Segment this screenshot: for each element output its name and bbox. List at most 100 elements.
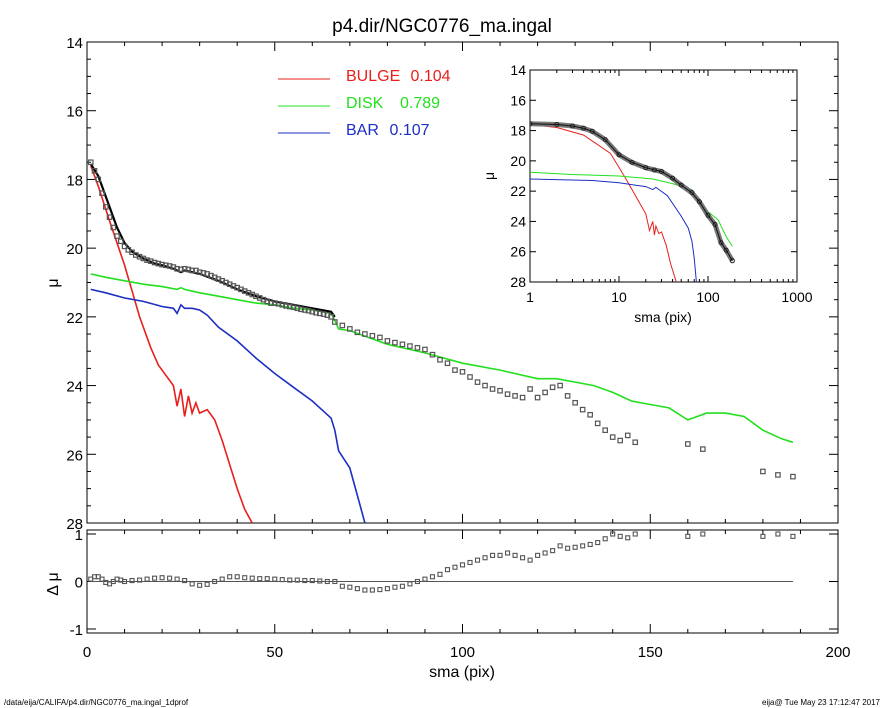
residual-point: [632, 531, 638, 537]
inset-y-tick-label: 24: [510, 213, 526, 229]
residual-point: [129, 577, 135, 584]
residual-point: [197, 582, 203, 588]
residual-y-tick-label: -1: [70, 622, 83, 639]
inset-data-point: [629, 159, 635, 165]
data-point: [148, 258, 154, 264]
data-point: [392, 339, 398, 346]
inset-data-point: [723, 247, 729, 253]
residual-point: [482, 555, 488, 561]
residual-point: [242, 575, 248, 581]
data-point: [99, 190, 105, 196]
data-point: [474, 379, 481, 385]
inset-x-tick-label: 1: [526, 289, 534, 305]
data-point: [700, 446, 706, 452]
inset-data-point: [678, 182, 684, 188]
residual-point: [257, 576, 263, 582]
residual-point: [444, 567, 451, 573]
data-point: [377, 334, 383, 341]
data-point: [632, 439, 639, 446]
series-line-disk: [90, 273, 794, 444]
series-line-model: [89, 163, 336, 318]
inset-data-point: [643, 165, 649, 171]
residual-point: [437, 571, 443, 577]
data-point: [594, 420, 601, 427]
data-point: [332, 319, 338, 325]
residual-point: [550, 548, 556, 554]
residual-point: [512, 552, 518, 558]
residual-point: [429, 574, 436, 580]
data-point: [444, 360, 451, 367]
data-point: [294, 305, 301, 312]
residual-point: [152, 575, 158, 581]
residual-point: [610, 531, 616, 537]
data-point: [102, 204, 109, 210]
residual-point: [272, 576, 278, 582]
inset-y-tick-label: 18: [510, 123, 526, 139]
residual-point: [497, 552, 503, 558]
data-point: [347, 326, 353, 332]
legend-value-bar: 0.107: [390, 122, 430, 139]
data-point: [549, 384, 556, 391]
legend-label-bar: BAR: [346, 122, 379, 139]
footer-file-path: /data/eija/CALIFA/p4.dir/NGC0776_ma.inga…: [4, 698, 189, 707]
residual-point: [347, 584, 353, 590]
residual-point: [775, 531, 781, 537]
data-point: [271, 300, 278, 306]
data-point: [117, 238, 124, 245]
residual-point: [354, 586, 360, 592]
x-tick-label: 200: [825, 644, 850, 661]
residual-point: [422, 576, 428, 582]
data-point: [354, 329, 361, 336]
data-point: [414, 344, 421, 351]
data-point: [609, 434, 616, 440]
data-point: [399, 341, 406, 348]
data-point: [268, 300, 274, 306]
data-point: [290, 304, 297, 311]
data-point: [121, 243, 128, 250]
inset-data-point: [712, 221, 718, 227]
inset-series-line-bulge: [530, 124, 677, 282]
main-axes: 14 16 18 20 22 24 26 28: [66, 35, 839, 533]
data-point: [602, 427, 608, 434]
inset-y-tick-label: 28: [510, 274, 526, 290]
residual-point: [595, 539, 601, 546]
data-point: [200, 270, 207, 276]
x-axis-label: sma (pix): [429, 664, 495, 681]
inset-data-point: [589, 128, 595, 134]
residual-point: [159, 575, 165, 581]
residual-point: [174, 576, 180, 582]
residual-point: [505, 550, 511, 556]
residual-point: [144, 576, 150, 582]
residual-point: [339, 583, 345, 589]
data-point: [275, 301, 282, 307]
residual-point: [279, 577, 285, 583]
residual-point: [384, 586, 390, 592]
inset-plot-frame: [529, 69, 798, 283]
residual-point: [474, 557, 481, 563]
residual-y-axis-label: Δ μ: [45, 572, 62, 595]
data-point: [313, 309, 319, 316]
data-point: [422, 346, 428, 353]
inset-y-tick-label: 20: [510, 153, 526, 169]
data-point: [407, 343, 413, 349]
residual-point: [99, 576, 105, 582]
inset-y-axis-label: μ: [481, 172, 497, 180]
data-point: [178, 266, 184, 273]
residual-point: [617, 533, 623, 539]
residual-point: [264, 576, 270, 582]
data-point: [163, 262, 169, 269]
inset-model-line: [530, 123, 733, 262]
residual-point: [227, 574, 233, 580]
residual-point: [332, 578, 338, 585]
data-point: [542, 389, 548, 396]
residual-point: [587, 541, 593, 548]
residual-point: [489, 552, 496, 558]
data-point: [437, 357, 443, 363]
residual-point: [294, 577, 300, 583]
inset-series-group: [530, 121, 735, 282]
residual-y-tick-label: 0: [75, 575, 83, 592]
inset-y-tick-label: 14: [510, 62, 526, 78]
residual-point: [204, 581, 210, 587]
data-point: [467, 374, 473, 380]
